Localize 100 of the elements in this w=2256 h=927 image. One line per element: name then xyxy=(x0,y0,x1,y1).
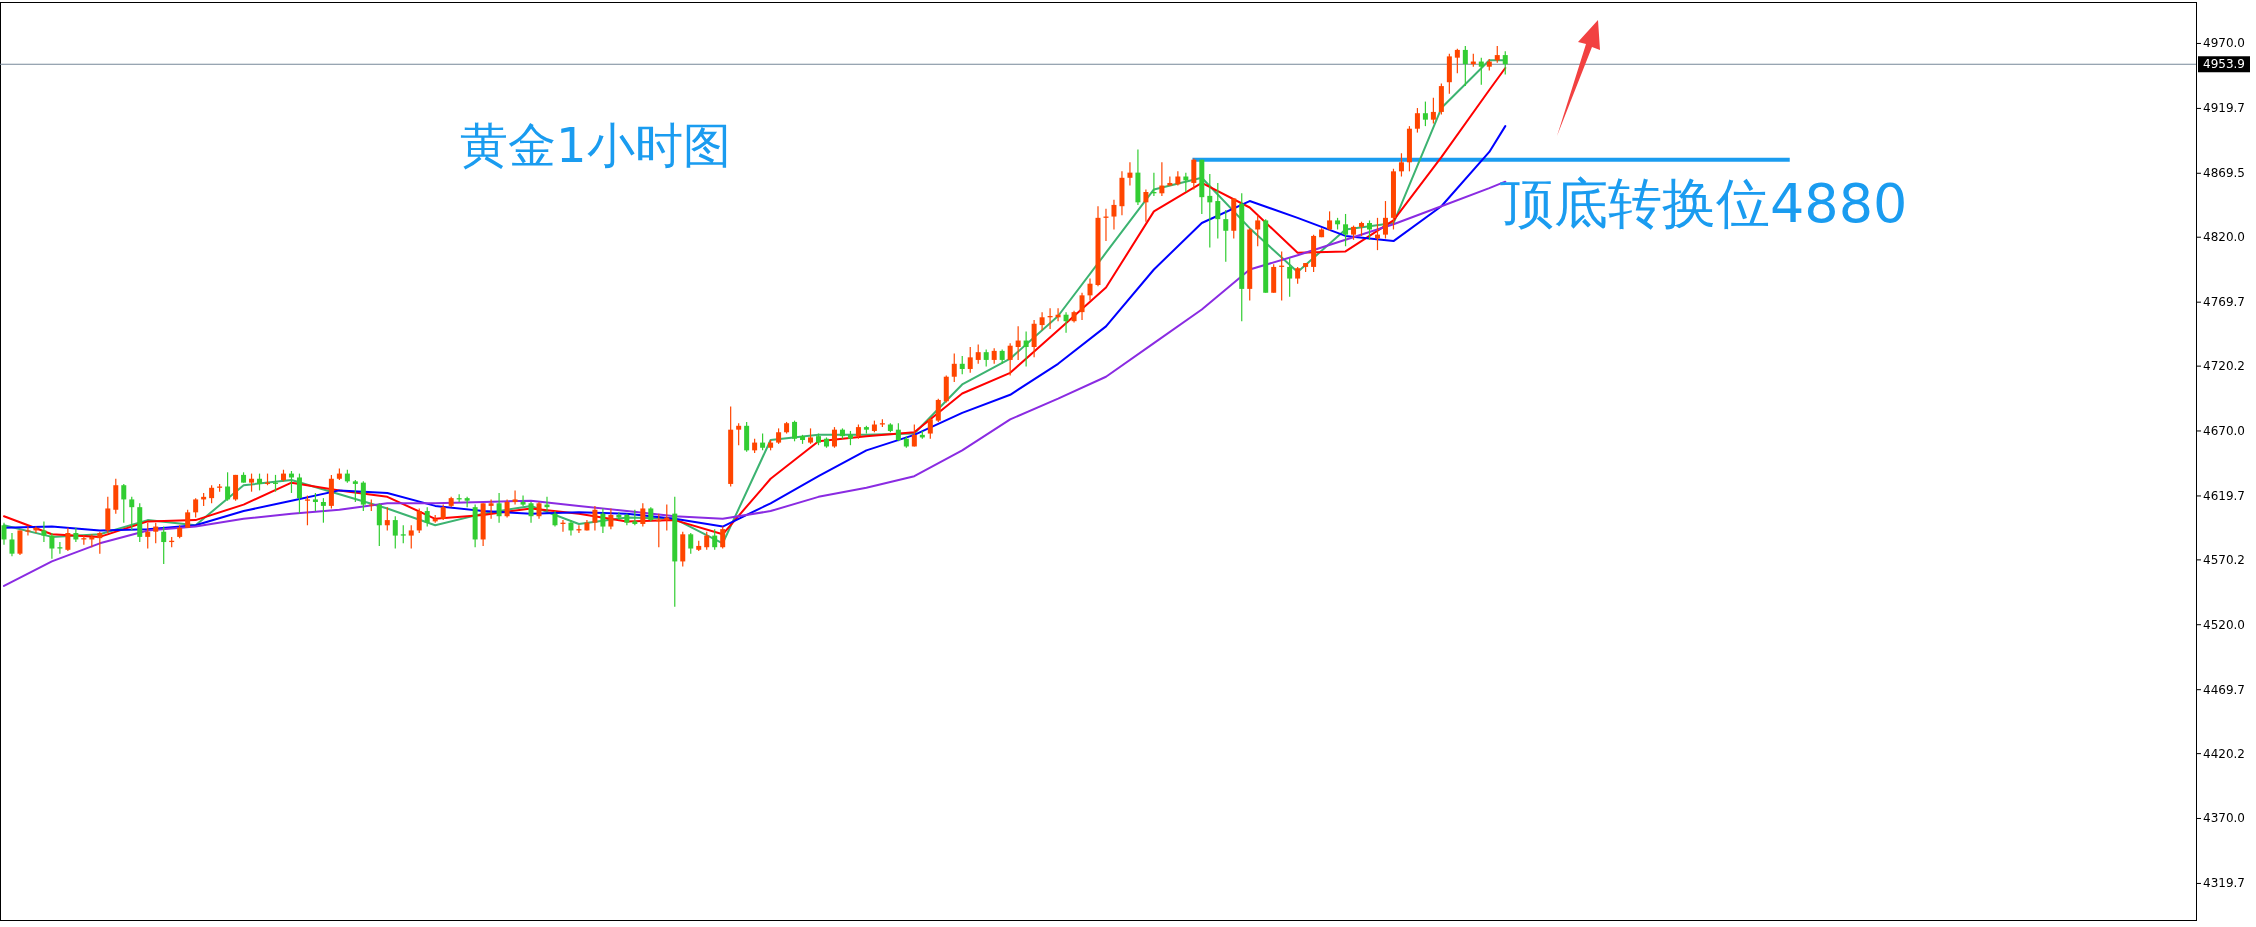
candlestick xyxy=(1175,170,1181,187)
candlestick xyxy=(568,519,574,537)
candlestick xyxy=(1127,161,1133,187)
candlestick xyxy=(512,489,518,506)
candlestick xyxy=(1191,157,1197,191)
candlestick xyxy=(608,507,614,530)
candlestick xyxy=(304,494,310,526)
candlestick xyxy=(249,472,255,493)
candlestick xyxy=(528,501,534,524)
candlestick xyxy=(145,522,151,550)
candlestick xyxy=(129,496,135,532)
candlestick xyxy=(384,506,390,532)
candlestick xyxy=(121,483,127,524)
candlestick xyxy=(616,511,622,521)
candlestick xyxy=(65,527,71,552)
candlestick xyxy=(1478,57,1484,86)
y-tick-label: 4570.2 xyxy=(2203,552,2245,567)
candlestick xyxy=(209,484,215,504)
candlestick xyxy=(704,531,710,551)
candlestick xyxy=(296,472,302,515)
candlestick xyxy=(895,422,901,442)
candlestick xyxy=(1159,161,1165,197)
candlestick xyxy=(951,352,957,383)
y-tick-label: 4469.7 xyxy=(2203,682,2245,697)
ref-line-label: 4953.9 xyxy=(2203,57,2245,72)
candlestick xyxy=(1111,199,1117,231)
candlestick xyxy=(831,426,837,449)
candlestick xyxy=(416,507,422,534)
candlestick xyxy=(1287,257,1293,298)
candlestick xyxy=(600,507,606,534)
candlestick xyxy=(185,509,191,529)
candlestick xyxy=(1343,213,1349,247)
ref-line-label: 顶底转换位4880 xyxy=(1500,171,1908,235)
candlestick xyxy=(1,522,7,546)
candlestick xyxy=(488,498,494,520)
candlestick xyxy=(967,346,973,374)
candlestick xyxy=(153,522,159,544)
candlestick xyxy=(408,524,414,550)
y-tick-label: 4420.2 xyxy=(2203,746,2245,761)
candlestick xyxy=(1023,330,1029,367)
candlestick xyxy=(97,531,103,555)
candlestick xyxy=(424,506,430,528)
candlestick xyxy=(1167,175,1173,187)
candlestick xyxy=(1007,342,1013,377)
candlestick xyxy=(504,498,510,519)
candlestick xyxy=(1079,292,1085,321)
candlestick xyxy=(592,505,598,532)
y-tick-label: 4670.0 xyxy=(2203,423,2245,438)
candlestick xyxy=(161,525,167,565)
candlestick xyxy=(312,492,318,512)
candlestick xyxy=(464,496,470,508)
candlestick xyxy=(193,497,199,519)
candlestick xyxy=(1398,152,1404,178)
candlestick xyxy=(792,420,798,442)
candlestick xyxy=(688,532,694,555)
candlestick xyxy=(1031,319,1037,358)
y-tick-label: 4869.5 xyxy=(2203,166,2245,181)
candlestick xyxy=(400,524,406,544)
candlestick xyxy=(935,398,941,423)
candlestick xyxy=(959,355,965,375)
candlestick xyxy=(1207,173,1213,249)
candlestick xyxy=(57,541,63,555)
candlestick xyxy=(496,492,502,524)
candlestick xyxy=(25,525,31,537)
candlestick xyxy=(1215,182,1221,240)
candlestick xyxy=(1367,219,1373,241)
y-tick-label: 4970.0 xyxy=(2203,36,2245,51)
y-tick-label: 4769.7 xyxy=(2203,295,2245,310)
candlestick xyxy=(1454,48,1460,74)
candlestick xyxy=(41,520,47,543)
candlestick xyxy=(225,471,231,502)
candlestick xyxy=(1462,45,1468,87)
candlestick xyxy=(49,532,55,560)
y-tick-label: 4919.7 xyxy=(2203,101,2245,116)
candlestick xyxy=(736,422,742,446)
candlestick xyxy=(1382,200,1388,240)
y-tick-label: 4619.7 xyxy=(2203,488,2245,503)
candlestick xyxy=(9,532,15,557)
candlestick xyxy=(17,529,23,556)
candlestick xyxy=(720,525,726,550)
candlestick xyxy=(520,494,526,507)
candlestick xyxy=(1502,50,1508,76)
candlestick xyxy=(975,343,981,365)
candlestick xyxy=(1087,277,1093,302)
candlestick xyxy=(1015,325,1021,361)
candlestick xyxy=(1255,214,1261,247)
candlestick xyxy=(73,527,79,543)
y-tick-label: 4720.2 xyxy=(2203,359,2245,374)
y-tick-label: 4520.0 xyxy=(2203,617,2245,632)
y-tick-label: 4319.7 xyxy=(2203,876,2245,891)
candlestick xyxy=(1063,311,1069,334)
candlestick xyxy=(927,417,933,440)
candlestick xyxy=(320,497,326,524)
candlestick xyxy=(376,502,382,547)
candlestick xyxy=(640,502,646,528)
candlestick xyxy=(1430,97,1436,125)
candlestick xyxy=(392,515,398,550)
candlestick xyxy=(1422,100,1428,127)
candlestick xyxy=(352,479,358,503)
y-tick-label: 4370.0 xyxy=(2203,811,2245,826)
